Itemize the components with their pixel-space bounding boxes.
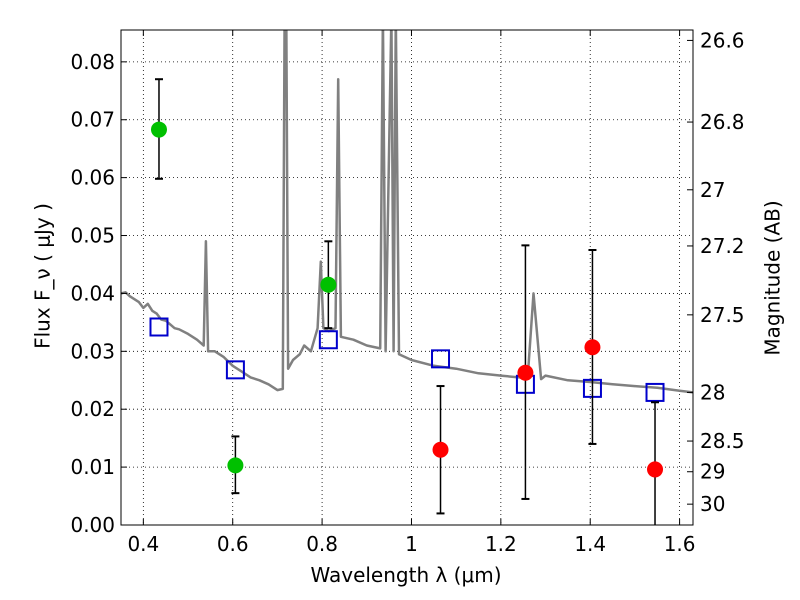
plot-area — [121, 30, 693, 525]
model-square-point — [431, 349, 451, 369]
y2-tick-label: 30 — [700, 492, 725, 516]
x-tick-label: 0.8 — [306, 532, 338, 556]
data-point — [584, 339, 601, 356]
x-tick-label: 1 — [405, 532, 418, 556]
x-tick-label: 1.2 — [485, 532, 517, 556]
x-tick-label: 1.4 — [574, 532, 606, 556]
y-tick-label: 0.02 — [70, 397, 115, 421]
y2-tick-label: 28 — [700, 380, 725, 404]
y-tick-label: 0.03 — [70, 339, 115, 363]
model-square-point — [645, 382, 665, 402]
y-tick-label: 0.07 — [70, 108, 115, 132]
x-tick-label: 0.4 — [127, 532, 159, 556]
x-tick-label: 1.6 — [664, 532, 696, 556]
plot-frame — [120, 29, 694, 526]
x-axis-label: Wavelength λ (μm) — [310, 563, 501, 587]
y-tick-label: 0.04 — [70, 281, 115, 305]
data-point — [517, 364, 534, 381]
y-tick-label: 0.05 — [70, 224, 115, 248]
y-axis: 0.00 0.01 0.02 0.03 0.04 0.05 0.06 0.07 0.08 — [70, 50, 127, 537]
y2-tick-label: 26.8 — [700, 110, 745, 134]
data-point — [432, 441, 449, 458]
y-tick-label: 0.08 — [70, 50, 115, 74]
y2-tick-label: 27.5 — [700, 303, 745, 327]
y2-tick-label: 29 — [700, 460, 725, 484]
y-tick-label: 0.01 — [70, 455, 115, 479]
model-square-point — [225, 360, 245, 380]
y-tick-label: 0.06 — [70, 166, 115, 190]
y-axis-label: Flux F_ν ( μJy ) — [31, 203, 55, 349]
data-point — [647, 461, 664, 478]
y2-tick-label: 27.2 — [700, 234, 745, 258]
y2-axis-label: Magnitude (AB) — [761, 200, 785, 355]
data-point — [320, 276, 337, 293]
y2-axis: 26.6 26.8 27 27.2 27.5 28 28.5 29 30 — [687, 28, 745, 516]
y2-tick-label: 27 — [700, 178, 725, 202]
model-spectrum-line — [121, 30, 693, 394]
y2-tick-label: 26.6 — [700, 28, 745, 52]
model-square-point — [318, 330, 338, 350]
y-tick-label: 0.00 — [70, 513, 115, 537]
data-point — [227, 457, 244, 474]
y2-tick-label: 28.5 — [700, 429, 745, 453]
x-axis: 0.4 0.6 0.8 1 1.2 1.4 1.6 — [127, 30, 696, 556]
x-tick-label: 0.6 — [217, 532, 249, 556]
data-point — [150, 121, 167, 138]
model-square-point — [149, 317, 169, 337]
